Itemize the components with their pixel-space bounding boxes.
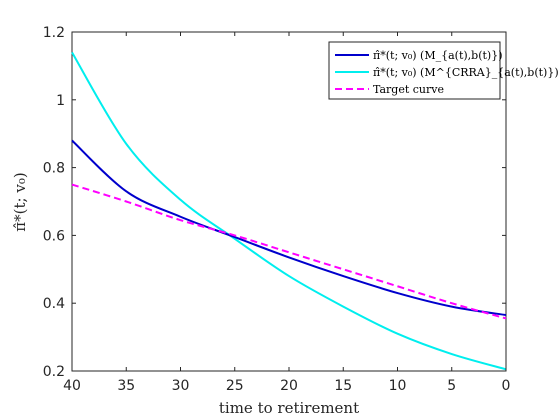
x-tick-label: 25 (226, 378, 244, 394)
x-tick-label: 35 (117, 378, 135, 394)
series-line-0 (71, 139, 507, 317)
x-tick-label: 15 (334, 378, 352, 394)
y-tick-label: 0.6 (43, 228, 65, 244)
y-tick-label: 0.8 (43, 161, 65, 177)
x-tick-label: 30 (172, 378, 190, 394)
legend-entry-1: π̂*(t; v₀) (M^{CRRA}_{a(t),b(t)}) (373, 66, 559, 79)
y-tick-label: 0.2 (43, 364, 65, 380)
y-tick-label: 1 (56, 93, 65, 109)
x-axis: 40 35 30 25 20 15 10 5 0 (63, 32, 510, 394)
x-axis-label: time to retirement (219, 399, 359, 417)
series-line-1 (71, 51, 507, 371)
x-tick-label: 10 (389, 378, 407, 394)
y-axis: 0.2 0.4 0.6 0.8 1 1.2 (43, 25, 506, 380)
y-axis-label: π̂*(t; v₀) (11, 172, 29, 231)
legend-entry-0: π̂*(t; v₀) (M_{a(t),b(t)}) (373, 49, 503, 62)
x-tick-label: 20 (280, 378, 298, 394)
x-tick-label: 40 (63, 378, 81, 394)
legend: π̂*(t; v₀) (M_{a(t),b(t)}) π̂*(t; v₀) (M^… (328, 41, 559, 100)
legend-entry-2: Target curve (373, 83, 444, 96)
x-tick-label: 5 (447, 378, 456, 394)
y-tick-label: 0.4 (43, 296, 65, 312)
x-tick-label: 0 (502, 378, 511, 394)
y-tick-label: 1.2 (43, 25, 65, 41)
